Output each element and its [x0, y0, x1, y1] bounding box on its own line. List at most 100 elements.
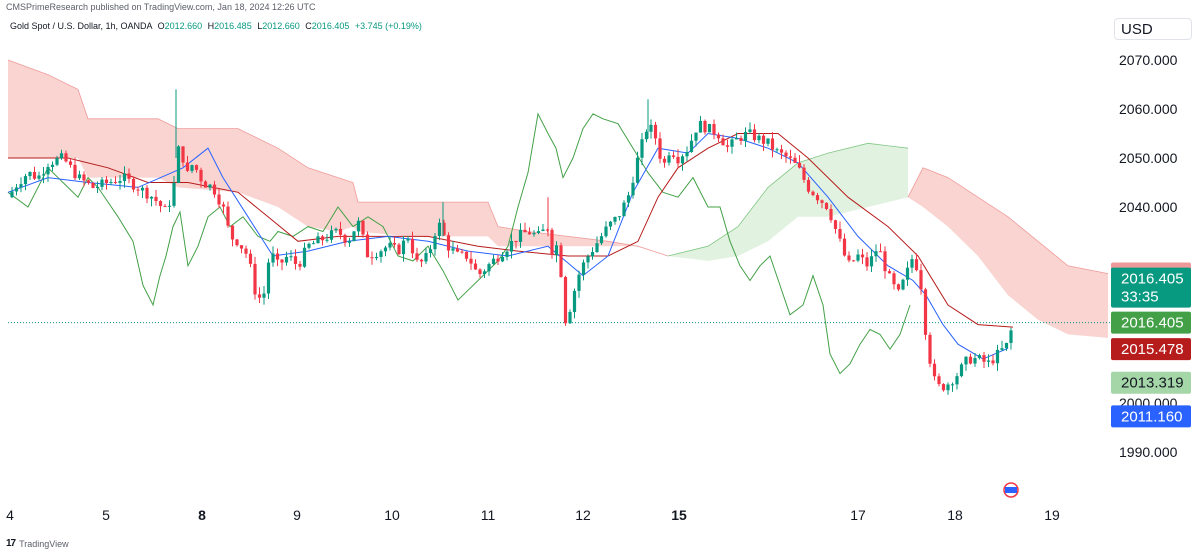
candle-body: [262, 293, 266, 298]
candle-body: [698, 120, 703, 133]
candle-body: [433, 236, 437, 250]
time-axis[interactable]: 4 5 8 9 10 11 12 15 17 18 19: [6, 507, 1060, 523]
candle-body: [172, 182, 176, 206]
price-tick-label[interactable]: 1990.000: [1119, 444, 1178, 460]
candle-body: [419, 259, 424, 262]
candle-body: [104, 179, 109, 184]
candle-body: [739, 138, 743, 141]
candle-body: [514, 240, 518, 242]
candle-body: [761, 135, 766, 144]
candle-body: [257, 294, 262, 298]
time-tick-label[interactable]: 4: [6, 507, 14, 523]
candle-body: [1004, 342, 1009, 349]
time-tick-label[interactable]: 17: [850, 507, 866, 523]
candle-body: [982, 355, 986, 362]
candle-body: [50, 164, 55, 167]
candle-body: [181, 146, 185, 163]
candle-body: [676, 156, 680, 164]
time-tick-label[interactable]: 5: [102, 507, 110, 523]
footer: 17 TradingView: [6, 538, 69, 549]
candle-body: [361, 220, 365, 235]
low-value: 2012.660: [262, 21, 300, 31]
candle-body: [536, 231, 541, 234]
candle-body: [203, 181, 208, 188]
price-labels: 2026.4332016.40533:352016.4052015.478201…: [1111, 262, 1191, 428]
candle-body: [266, 262, 271, 294]
candle-body: [491, 258, 496, 265]
candle-body: [293, 256, 298, 264]
earnings-icon[interactable]: [1003, 482, 1019, 498]
time-tick-label[interactable]: 11: [481, 507, 496, 523]
candle-body: [86, 180, 91, 183]
candle-body: [230, 225, 235, 240]
candle-body: [775, 149, 779, 151]
candle-body: [307, 243, 311, 248]
candle-body: [77, 174, 82, 179]
candle-body: [325, 239, 329, 241]
candle-body: [586, 256, 590, 263]
candle-body: [329, 230, 334, 240]
currency-selector[interactable]: USD: [1114, 18, 1192, 40]
candle-body: [667, 155, 671, 163]
candle-body: [158, 201, 163, 207]
candle-body: [446, 235, 451, 251]
candle-body: [289, 256, 293, 258]
time-tick-label[interactable]: 9: [293, 507, 301, 523]
symbol-title: Gold Spot / U.S. Dollar, 1h, OANDA: [10, 21, 153, 31]
time-tick-label[interactable]: 8: [198, 507, 206, 523]
candle-body: [352, 231, 356, 242]
candle-body: [865, 257, 869, 267]
ichimoku-cloud: [7, 59, 1109, 338]
candle-body: [725, 145, 730, 147]
price-label-box: [1111, 338, 1191, 361]
price-axis[interactable]: 1990.0002000.0002040.0002050.0002060.000…: [1119, 52, 1178, 460]
candle-body: [311, 243, 316, 245]
time-tick-label[interactable]: 10: [384, 507, 400, 523]
candle-body: [14, 187, 19, 192]
candle-body: [455, 248, 460, 252]
candle-body: [802, 167, 806, 180]
price-tick-label[interactable]: 2070.000: [1119, 52, 1178, 68]
candle-body: [82, 174, 86, 181]
candle-body: [217, 194, 221, 205]
price-tick-label[interactable]: 2060.000: [1119, 101, 1178, 117]
candle-body: [946, 384, 950, 391]
price-label-text: 2011.160: [1121, 408, 1182, 425]
candle-body: [185, 162, 190, 171]
candle-body: [109, 182, 113, 184]
price-tick-label[interactable]: 2040.000: [1119, 199, 1178, 215]
open-value: 2012.660: [164, 21, 203, 31]
candle-body: [757, 135, 761, 141]
candle-body: [613, 216, 617, 222]
candle-body: [464, 251, 469, 259]
candle-body: [1009, 330, 1013, 343]
candle-body: [518, 229, 523, 242]
price-label-text: 2016.405: [1121, 271, 1184, 288]
candle-body: [914, 259, 919, 271]
candle-body: [64, 153, 68, 162]
attribution-text: CMSPrimeResearch published on TradingVie…: [6, 2, 316, 12]
candle-body: [415, 253, 419, 260]
time-tick-label[interactable]: 15: [671, 507, 687, 523]
candle-body: [995, 349, 1000, 364]
close-label: C: [305, 21, 312, 31]
candle-body: [1000, 348, 1004, 350]
candle-body: [383, 247, 388, 252]
candle-body: [365, 234, 370, 258]
price-label-box: [1111, 371, 1191, 394]
candle-body: [680, 156, 685, 164]
price-tick-label[interactable]: 2050.000: [1119, 150, 1178, 166]
time-tick-label[interactable]: 12: [575, 507, 591, 523]
candle-body: [509, 240, 514, 252]
candle-body: [923, 289, 928, 335]
candle-body: [671, 155, 676, 157]
time-tick-label[interactable]: 19: [1044, 507, 1060, 523]
symbol-legend: Gold Spot / U.S. Dollar, 1h, OANDA O2012…: [10, 21, 422, 31]
tenkan-sen-line: [7, 132, 1009, 360]
cloud-bearish: [8, 60, 668, 256]
time-tick-label[interactable]: 18: [947, 507, 963, 523]
candle-body: [118, 181, 122, 183]
candle-body: [770, 138, 775, 150]
candle-body: [734, 138, 739, 140]
